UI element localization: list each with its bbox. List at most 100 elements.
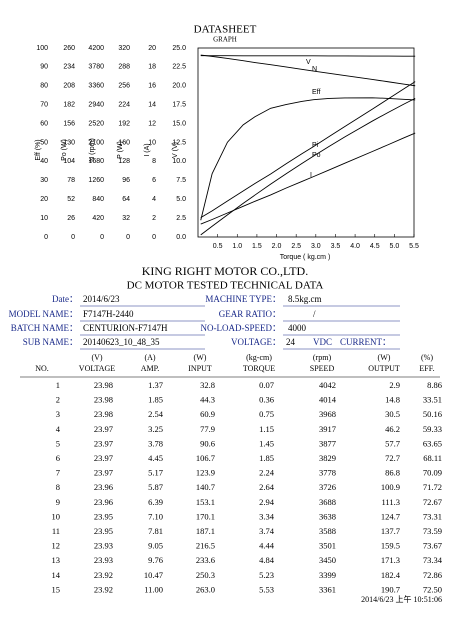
y-tick-label: 0	[152, 234, 156, 241]
y-tick-label: 50	[40, 139, 48, 146]
table-cell: 3688	[319, 497, 336, 507]
x-tick-label: 0.5	[213, 243, 223, 250]
table-cell: 23.95	[94, 526, 113, 536]
graph-title: DATASHEET	[194, 24, 257, 36]
table-cell: 14.8	[385, 395, 400, 405]
doc-title: DC MOTOR TESTED TECHNICAL DATA	[127, 280, 324, 292]
y-tick-label: 20	[148, 45, 156, 52]
company: KING RIGHT MOTOR CO.,LTD.	[142, 264, 308, 278]
table-cell: 5	[56, 438, 60, 448]
y-tick-label: 15.0	[172, 120, 186, 127]
info-value: 8.5kg.cm	[288, 294, 322, 304]
table-cell: 73.31	[423, 511, 442, 521]
x-tick-label: 5.0	[389, 243, 399, 250]
y-tick-label: 288	[118, 64, 130, 71]
table-header: NO.	[35, 364, 49, 373]
table-cell: 1.15	[259, 424, 274, 434]
table-cell: 30.5	[385, 409, 400, 419]
y-tick-label: 234	[63, 64, 75, 71]
table-cell: 6.39	[148, 497, 163, 507]
table-cell: 111.3	[382, 497, 401, 507]
table-cell: 6	[56, 453, 60, 463]
info-label: CURRENT：	[340, 337, 391, 347]
y-tick-label: 2.5	[176, 215, 186, 222]
y-tick-label: 156	[63, 120, 75, 127]
table-cell: 72.86	[423, 570, 442, 580]
table-cell: 59.33	[423, 424, 442, 434]
table-cell: 63.65	[423, 438, 442, 448]
table-header: SPEED	[310, 364, 335, 373]
table-cell: 263.0	[196, 584, 215, 594]
table-cell: 8	[56, 482, 60, 492]
table-cell: 3.78	[148, 438, 163, 448]
table-cell: 190.7	[381, 584, 400, 594]
table-cell: 10	[52, 511, 61, 521]
table-header: OUTPUT	[368, 364, 400, 373]
y-tick-label: 2940	[88, 102, 104, 109]
table-cell: 1.37	[148, 380, 163, 390]
x-tick-label: 2.5	[291, 243, 301, 250]
curve	[200, 132, 416, 225]
table-cell: 3917	[319, 424, 336, 434]
table-unit: (rpm)	[313, 353, 332, 362]
table-cell: 14	[52, 570, 61, 580]
table-cell: 1.85	[148, 395, 163, 405]
curve	[200, 54, 416, 87]
curve	[200, 81, 416, 219]
y-tick-label: 90	[40, 64, 48, 71]
y-tick-label: 1260	[88, 177, 104, 184]
table-cell: 10.47	[144, 570, 163, 580]
table-cell: 5.23	[259, 570, 274, 580]
y-tick-label: 7.5	[176, 177, 186, 184]
y-tick-label: 0.0	[176, 234, 186, 241]
table-cell: 106.7	[196, 453, 215, 463]
table-cell: 13	[52, 555, 61, 565]
y-tick-label: 96	[122, 177, 130, 184]
axis-title: P (W)	[117, 141, 124, 159]
table-cell: 3588	[319, 526, 336, 536]
table-unit: (kg-cm)	[246, 353, 272, 362]
table-header: EFF.	[419, 364, 434, 373]
table-cell: 5.87	[148, 482, 163, 492]
table-cell: 250.3	[196, 570, 215, 580]
table-cell: 9.05	[148, 541, 163, 551]
info-value: 4000	[288, 323, 307, 333]
table-cell: 2.9	[389, 380, 400, 390]
table-cell: 73.59	[423, 526, 442, 536]
y-tick-label: 80	[40, 83, 48, 90]
x-tick-label: 2.0	[272, 243, 282, 250]
graph-subtitle: GRAPH	[213, 36, 237, 44]
y-tick-label: 64	[122, 196, 130, 203]
axis-title: V (V)	[172, 142, 179, 158]
y-tick-label: 70	[40, 102, 48, 109]
info-label: BATCH NAME：	[11, 323, 78, 333]
table-cell: 73.67	[423, 541, 442, 551]
y-tick-label: 32	[122, 215, 130, 222]
y-tick-label: 60	[40, 120, 48, 127]
table-cell: 57.7	[385, 438, 400, 448]
y-tick-label: 3360	[88, 83, 104, 90]
y-tick-label: 26	[67, 215, 75, 222]
table-cell: 2.94	[259, 497, 275, 507]
info-label: Date：	[52, 294, 78, 304]
y-tick-label: 52	[67, 196, 75, 203]
table-cell: 216.5	[196, 541, 215, 551]
table-cell: 8.86	[427, 380, 442, 390]
y-tick-label: 5.0	[176, 196, 186, 203]
y-tick-label: 0	[100, 234, 104, 241]
y-tick-label: 256	[118, 83, 130, 90]
table-cell: 70.09	[423, 468, 442, 478]
table-unit: (A)	[144, 353, 155, 362]
y-tick-label: 16	[148, 83, 156, 90]
info-value: 20140623_10_48_35	[83, 337, 160, 347]
info-label: MODEL NAME：	[9, 309, 78, 319]
table-cell: 11.00	[144, 584, 163, 594]
table-cell: 123.9	[196, 468, 215, 478]
table-cell: 187.1	[196, 526, 215, 536]
table-cell: 4.44	[259, 541, 275, 551]
table-cell: 72.67	[423, 497, 442, 507]
y-tick-label: 192	[118, 120, 130, 127]
table-unit: (W)	[378, 353, 391, 362]
info-value: CENTURION-F7147H	[83, 323, 168, 333]
